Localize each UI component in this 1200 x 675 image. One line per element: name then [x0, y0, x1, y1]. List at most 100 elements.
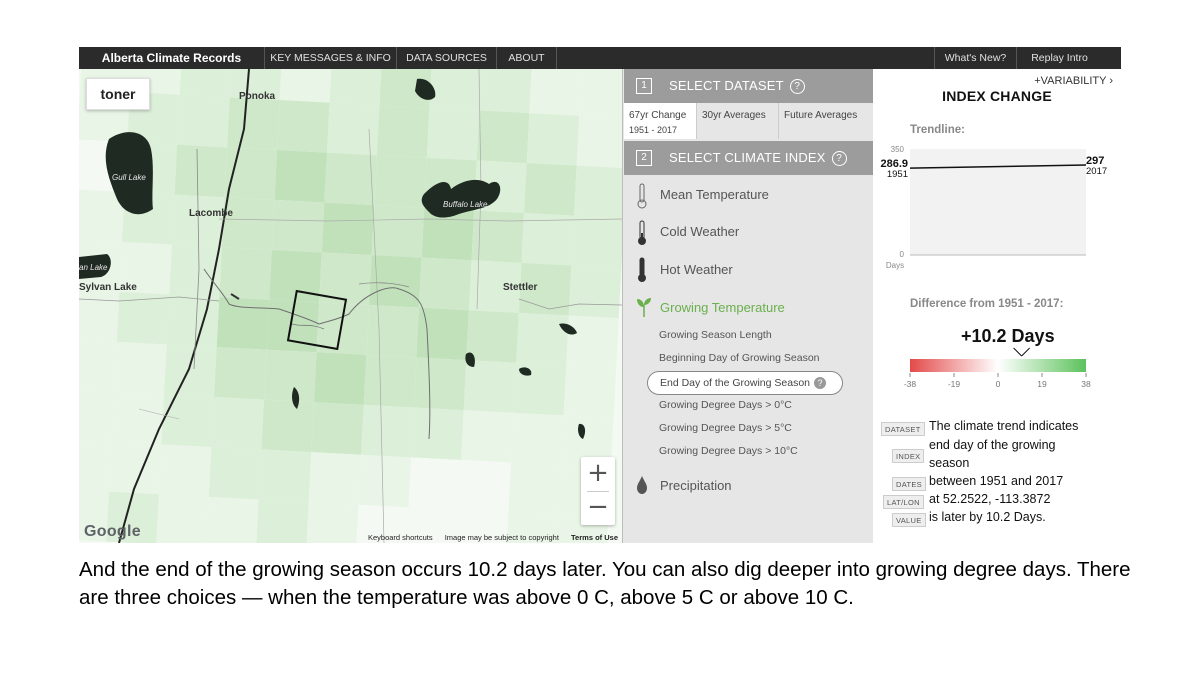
app-brand[interactable]: Alberta Climate Records — [79, 47, 265, 69]
grid-cell[interactable] — [376, 105, 430, 158]
grid-cell[interactable] — [156, 494, 209, 543]
grid-cell[interactable] — [358, 454, 412, 508]
grid-cell[interactable] — [79, 189, 125, 242]
tab-67yr-change[interactable]: 67yr Change 1951 - 2017 — [624, 103, 697, 139]
grid-cell[interactable] — [366, 304, 420, 358]
grid-cell[interactable] — [174, 144, 228, 198]
grid-cell[interactable] — [579, 69, 622, 119]
grid-cell[interactable] — [405, 507, 459, 543]
grid-cell[interactable] — [526, 113, 580, 166]
grid-cell[interactable] — [468, 260, 522, 313]
grid-cell[interactable] — [256, 499, 309, 543]
subindex-help-icon[interactable]: ? — [814, 377, 827, 389]
grid-cell[interactable] — [319, 252, 372, 305]
grid-cell[interactable] — [79, 289, 120, 342]
grid-cell[interactable] — [524, 163, 577, 216]
grid-cell[interactable] — [369, 255, 422, 308]
grid-cell[interactable] — [413, 357, 467, 411]
grid-cell[interactable] — [568, 265, 622, 319]
nav-link-replay-intro[interactable]: Replay Intro — [1016, 47, 1102, 69]
grid-cell[interactable] — [508, 462, 561, 516]
grid-cell[interactable] — [119, 241, 172, 295]
grid-cell[interactable] — [326, 102, 380, 156]
grid-cell[interactable] — [227, 97, 280, 150]
grid-cell[interactable] — [269, 249, 322, 303]
map-style-toggle-button[interactable]: toner — [86, 78, 150, 110]
grid-cell[interactable] — [177, 94, 230, 148]
grid-cell[interactable] — [476, 110, 530, 164]
grid-cell[interactable] — [116, 291, 170, 345]
grid-cell[interactable] — [429, 69, 483, 111]
index-precipitation[interactable]: Precipitation — [660, 478, 732, 493]
grid-cell[interactable] — [560, 415, 614, 468]
grid-cell[interactable] — [363, 354, 417, 408]
grid-cell[interactable] — [426, 107, 480, 161]
grid-cell[interactable] — [576, 115, 622, 169]
grid-cell[interactable] — [79, 439, 112, 492]
grid-cell[interactable] — [461, 410, 514, 463]
grid-cell[interactable] — [361, 404, 414, 458]
grid-cell[interactable] — [463, 360, 517, 413]
grid-cell[interactable] — [411, 407, 464, 461]
grid-cell[interactable] — [306, 502, 359, 543]
grid-cell[interactable] — [374, 155, 427, 208]
grid-cell[interactable] — [316, 302, 370, 355]
nav-link-about[interactable]: ABOUT — [497, 47, 557, 69]
variability-toggle[interactable]: +VARIABILITY › — [1034, 75, 1113, 87]
grid-cell[interactable] — [518, 262, 572, 316]
grid-cell[interactable] — [263, 349, 317, 403]
grid-cell[interactable] — [274, 149, 327, 203]
climate-index-help-icon[interactable]: ? — [831, 151, 847, 166]
index-mean-temperature[interactable]: Mean Temperature — [660, 187, 769, 202]
grid-cell[interactable] — [471, 210, 525, 263]
grid-cell[interactable] — [79, 389, 115, 442]
grid-cell[interactable] — [229, 69, 283, 101]
grid-cell[interactable] — [179, 69, 233, 98]
grid-cell[interactable] — [511, 412, 564, 466]
grid-cell[interactable] — [324, 152, 377, 206]
grid-cell[interactable] — [279, 69, 333, 103]
grid-cell[interactable] — [271, 199, 325, 253]
grid-cell[interactable] — [277, 100, 330, 153]
grid-cell[interactable] — [455, 509, 509, 543]
grid-cell[interactable] — [566, 315, 619, 369]
grid-cell[interactable] — [529, 69, 582, 116]
subindex-beginning-day[interactable]: Beginning Day of Growing Season — [659, 352, 820, 364]
grid-cell[interactable] — [266, 299, 320, 353]
grid-cell[interactable] — [211, 397, 264, 450]
grid-cell[interactable] — [169, 244, 222, 298]
grid-cell[interactable] — [219, 247, 272, 300]
grid-cell[interactable] — [574, 165, 622, 219]
grid-cell[interactable] — [166, 294, 220, 348]
zoom-out-button[interactable]: − — [587, 492, 609, 522]
tab-30yr-averages[interactable]: 30yr Averages — [697, 103, 779, 139]
index-hot-weather[interactable]: Hot Weather — [660, 262, 733, 277]
terms-of-use-link[interactable]: Terms of Use — [571, 533, 618, 542]
map-canvas[interactable] — [79, 69, 622, 543]
grid-cell[interactable] — [214, 347, 267, 400]
nav-link-whats-new[interactable]: What's New? — [934, 47, 1016, 69]
grid-cell[interactable] — [111, 391, 165, 445]
grid-cell[interactable] — [513, 362, 567, 416]
grid-cell[interactable] — [261, 399, 314, 453]
grid-cell[interactable] — [106, 491, 159, 543]
index-growing-temperature[interactable]: Growing Temperature — [660, 300, 785, 315]
grid-cell[interactable] — [313, 352, 367, 405]
tab-future-averages[interactable]: Future Averages — [779, 103, 874, 139]
grid-cell[interactable] — [479, 69, 532, 114]
grid-cell[interactable] — [505, 512, 559, 543]
grid-cell[interactable] — [421, 207, 475, 261]
grid-cell[interactable] — [563, 365, 617, 418]
nav-link-key-messages[interactable]: KEY MESSAGES & INFO — [265, 47, 397, 69]
nav-link-data-sources[interactable]: DATA SOURCES — [397, 47, 497, 69]
grid-cell[interactable] — [208, 446, 262, 500]
subindex-gdd-10[interactable]: Growing Degree Days > 10°C — [659, 445, 798, 457]
subindex-gdd-5[interactable]: Growing Degree Days > 5°C — [659, 422, 792, 434]
grid-cell[interactable] — [355, 504, 409, 543]
grid-cell[interactable] — [164, 344, 217, 398]
grid-cell[interactable] — [516, 312, 569, 366]
grid-cell[interactable] — [216, 297, 270, 350]
grid-cell[interactable] — [408, 457, 462, 510]
keyboard-shortcuts-link[interactable]: Keyboard shortcuts — [367, 533, 433, 542]
grid-cell[interactable] — [571, 215, 622, 269]
